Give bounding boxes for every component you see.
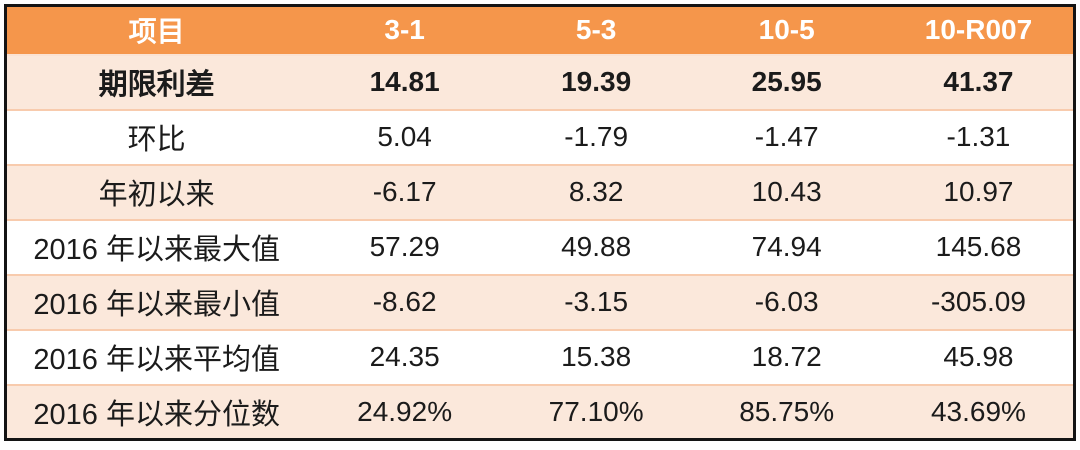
table-cell: 10.97: [883, 163, 1075, 220]
column-header-10-5: 10-5: [689, 5, 884, 55]
table-cell: -1.47: [689, 108, 884, 165]
table-cell: 49.88: [502, 218, 690, 275]
table-cell: -1.31: [883, 108, 1075, 165]
table-cell: -8.62: [306, 273, 503, 330]
table-cell: 19.39: [502, 53, 690, 110]
column-header-3-1: 3-1: [306, 5, 503, 55]
table-cell: 25.95: [689, 53, 884, 110]
table-row-min-since-2016: 2016 年以来最小值 -8.62 -3.15 -6.03 -305.09: [5, 273, 1075, 330]
table-cell: 24.92%: [306, 383, 503, 440]
table-cell: 24.35: [306, 328, 503, 385]
table-cell: 45.98: [883, 328, 1075, 385]
table-row-ytd-change: 年初以来 -6.17 8.32 10.43 10.97: [5, 163, 1075, 220]
table-cell: 10.43: [689, 163, 884, 220]
table-row-percentile-since-2016: 2016 年以来分位数 24.92% 77.10% 85.75% 43.69%: [5, 383, 1075, 440]
row-label: 环比: [5, 108, 307, 165]
term-spread-table: 项目 3-1 5-3 10-5 10-R007 期限利差 14.81 19.39…: [4, 4, 1076, 441]
table-cell: 43.69%: [883, 383, 1075, 440]
table-cell: -3.15: [502, 273, 690, 330]
column-header-10-r007: 10-R007: [883, 5, 1075, 55]
column-header-5-3: 5-3: [502, 5, 690, 55]
table-cell: 85.75%: [689, 383, 884, 440]
row-label: 年初以来: [5, 163, 307, 220]
row-label: 期限利差: [5, 53, 307, 110]
row-label: 2016 年以来最小值: [5, 273, 307, 330]
table-row-term-spread: 期限利差 14.81 19.39 25.95 41.37: [5, 53, 1075, 110]
table-row-mean-since-2016: 2016 年以来平均值 24.35 15.38 18.72 45.98: [5, 328, 1075, 385]
column-header-item: 项目: [5, 5, 307, 55]
table-cell: 15.38: [502, 328, 690, 385]
row-label: 2016 年以来平均值: [5, 328, 307, 385]
table-row-mom-change: 环比 5.04 -1.79 -1.47 -1.31: [5, 108, 1075, 165]
table-cell: 5.04: [306, 108, 503, 165]
table-cell: -6.17: [306, 163, 503, 220]
table-cell: 57.29: [306, 218, 503, 275]
row-label: 2016 年以来分位数: [5, 383, 307, 440]
table-cell: 18.72: [689, 328, 884, 385]
table-cell: 14.81: [306, 53, 503, 110]
table-cell: 41.37: [883, 53, 1075, 110]
table-cell: 145.68: [883, 218, 1075, 275]
table-row-max-since-2016: 2016 年以来最大值 57.29 49.88 74.94 145.68: [5, 218, 1075, 275]
table-cell: -6.03: [689, 273, 884, 330]
table-cell: 74.94: [689, 218, 884, 275]
table-cell: 8.32: [502, 163, 690, 220]
table-cell: -305.09: [883, 273, 1075, 330]
table-cell: 77.10%: [502, 383, 690, 440]
row-label: 2016 年以来最大值: [5, 218, 307, 275]
table-cell: -1.79: [502, 108, 690, 165]
header-row: 项目 3-1 5-3 10-5 10-R007: [5, 5, 1075, 55]
